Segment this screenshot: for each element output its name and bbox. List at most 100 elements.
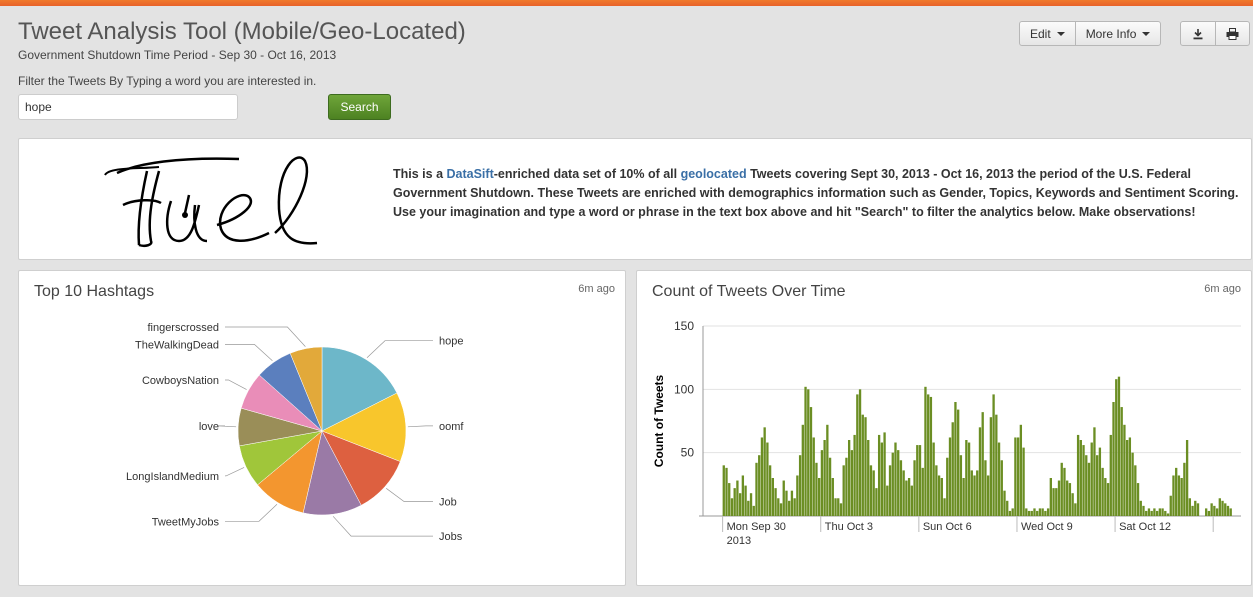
tweet-count-bar[interactable] bbox=[747, 500, 750, 516]
tweet-count-bar[interactable] bbox=[809, 407, 813, 516]
tweet-count-bar[interactable] bbox=[1036, 510, 1039, 516]
tweet-count-bar[interactable] bbox=[1185, 440, 1189, 516]
tweet-count-bar[interactable] bbox=[733, 488, 736, 516]
tweet-count-bar[interactable] bbox=[965, 440, 968, 516]
datasift-link[interactable]: DataSift bbox=[446, 167, 494, 181]
tweet-count-bar[interactable] bbox=[1147, 508, 1151, 516]
tweet-count-bar[interactable] bbox=[1120, 407, 1123, 516]
tweet-count-bar[interactable] bbox=[1087, 462, 1091, 516]
tweet-count-bar[interactable] bbox=[1226, 505, 1230, 516]
tweet-count-bar[interactable] bbox=[1014, 437, 1017, 516]
tweet-count-bar[interactable] bbox=[1044, 510, 1047, 516]
tweet-count-bar[interactable] bbox=[826, 424, 829, 516]
search-input[interactable] bbox=[18, 94, 238, 120]
tweet-count-bar[interactable] bbox=[815, 462, 818, 516]
tweet-count-bar[interactable] bbox=[845, 457, 848, 516]
tweet-count-bar[interactable] bbox=[1046, 508, 1050, 516]
tweet-count-bar[interactable] bbox=[728, 483, 731, 516]
tweet-count-bar[interactable] bbox=[782, 480, 785, 516]
tweet-count-bar[interactable] bbox=[1041, 508, 1044, 516]
tweet-count-bar[interactable] bbox=[1194, 500, 1197, 516]
tweet-count-bar[interactable] bbox=[916, 445, 919, 516]
tweet-count-bar[interactable] bbox=[790, 490, 794, 516]
tweet-count-bar[interactable] bbox=[1074, 503, 1077, 516]
tweet-count-bar[interactable] bbox=[1210, 503, 1213, 516]
geolocated-link[interactable]: geolocated bbox=[680, 167, 747, 181]
tweet-count-bar[interactable] bbox=[989, 417, 993, 516]
edit-button[interactable]: Edit bbox=[1020, 22, 1075, 45]
tweet-count-bar[interactable] bbox=[812, 437, 815, 516]
tweet-count-bar[interactable] bbox=[910, 485, 913, 516]
tweet-count-bar[interactable] bbox=[839, 503, 843, 516]
tweet-count-bar[interactable] bbox=[722, 465, 725, 516]
tweet-count-bar[interactable] bbox=[804, 386, 807, 516]
pie-slice[interactable] bbox=[289, 346, 323, 432]
tweet-count-bar[interactable] bbox=[749, 493, 753, 516]
tweet-count-bar[interactable] bbox=[777, 498, 780, 516]
tweet-count-bar[interactable] bbox=[1213, 505, 1216, 516]
tweet-count-bar[interactable] bbox=[997, 442, 1001, 516]
more-info-button[interactable]: More Info bbox=[1074, 22, 1161, 45]
tweet-count-bar[interactable] bbox=[1123, 424, 1126, 516]
tweet-count-bar[interactable] bbox=[741, 475, 745, 516]
tweet-count-bar[interactable] bbox=[834, 498, 837, 516]
tweet-count-bar[interactable] bbox=[967, 442, 971, 516]
tweet-count-bar[interactable] bbox=[1071, 493, 1074, 516]
tweet-count-bar[interactable] bbox=[1096, 455, 1099, 516]
tweet-count-bar[interactable] bbox=[858, 389, 862, 516]
tweet-count-bar[interactable] bbox=[986, 475, 990, 516]
tweet-count-bar[interactable] bbox=[837, 498, 840, 516]
tweet-count-bar[interactable] bbox=[897, 450, 900, 516]
tweet-count-bar[interactable] bbox=[1063, 467, 1066, 516]
tweet-count-bar[interactable] bbox=[1169, 495, 1172, 516]
tweet-count-bar[interactable] bbox=[1025, 508, 1028, 516]
tweet-count-bar[interactable] bbox=[1030, 510, 1033, 516]
tweet-count-bar[interactable] bbox=[779, 503, 783, 516]
tweet-count-bar[interactable] bbox=[929, 396, 933, 516]
tweet-count-bar[interactable] bbox=[1166, 513, 1170, 516]
tweet-count-bar[interactable] bbox=[1038, 508, 1042, 516]
tweet-count-bar[interactable] bbox=[932, 442, 935, 516]
tweet-count-bar[interactable] bbox=[1139, 500, 1142, 516]
tweet-count-bar[interactable] bbox=[1068, 483, 1072, 516]
tweet-count-bar[interactable] bbox=[992, 394, 995, 516]
tweet-count-bar[interactable] bbox=[831, 478, 834, 516]
tweet-count-bar[interactable] bbox=[948, 437, 952, 516]
tweet-count-bar[interactable] bbox=[907, 478, 911, 516]
tweet-count-bar[interactable] bbox=[973, 475, 976, 516]
tweet-count-bar[interactable] bbox=[798, 455, 802, 516]
tweet-count-bar[interactable] bbox=[1188, 498, 1191, 516]
tweet-count-bar[interactable] bbox=[1134, 465, 1137, 516]
tweet-count-bar[interactable] bbox=[853, 434, 856, 516]
tweet-count-bar[interactable] bbox=[1155, 510, 1159, 516]
tweet-count-bar[interactable] bbox=[869, 465, 873, 516]
tweet-count-bar[interactable] bbox=[1003, 490, 1006, 516]
search-button[interactable]: Search bbox=[328, 94, 391, 120]
tweet-count-bar[interactable] bbox=[1082, 445, 1085, 516]
tweet-count-bar[interactable] bbox=[1052, 488, 1055, 516]
tweet-count-bar[interactable] bbox=[752, 505, 755, 516]
tweet-count-bar[interactable] bbox=[1076, 434, 1080, 516]
tweet-count-bar[interactable] bbox=[1101, 467, 1104, 516]
tweet-count-bar[interactable] bbox=[1183, 462, 1186, 516]
tweet-count-bar[interactable] bbox=[1218, 498, 1221, 516]
tweet-count-bar[interactable] bbox=[1221, 500, 1224, 516]
tweet-count-bar[interactable] bbox=[875, 488, 878, 516]
export-button[interactable] bbox=[1181, 22, 1215, 45]
tweet-count-bar[interactable] bbox=[957, 409, 960, 516]
tweet-count-bar[interactable] bbox=[768, 465, 772, 516]
tweet-count-bar[interactable] bbox=[1060, 462, 1063, 516]
tweet-count-bar[interactable] bbox=[1022, 447, 1025, 516]
tweet-count-bar[interactable] bbox=[760, 437, 764, 516]
tweet-count-bar[interactable] bbox=[1215, 508, 1219, 516]
tweet-count-bar[interactable] bbox=[924, 386, 927, 516]
tweet-count-bar[interactable] bbox=[847, 440, 851, 516]
tweet-count-bar[interactable] bbox=[864, 417, 867, 516]
tweet-count-bar[interactable] bbox=[1016, 437, 1020, 516]
tweet-count-bar[interactable] bbox=[1066, 480, 1069, 516]
tweet-count-bar[interactable] bbox=[880, 442, 884, 516]
tweet-count-bar[interactable] bbox=[913, 460, 916, 516]
tweet-count-bar[interactable] bbox=[1142, 505, 1145, 516]
tweet-count-bar[interactable] bbox=[970, 470, 973, 516]
tweet-count-bar[interactable] bbox=[1115, 379, 1118, 516]
